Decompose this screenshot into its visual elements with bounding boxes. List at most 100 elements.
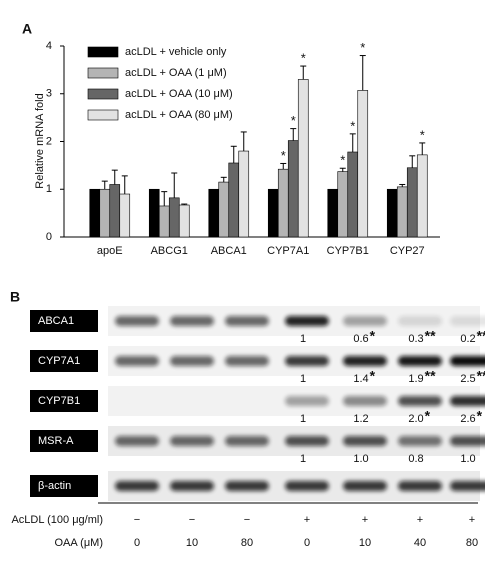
bar <box>148 188 160 238</box>
quantification: 1.2 <box>353 413 368 425</box>
bar <box>406 167 418 238</box>
condition-value: + <box>417 514 423 526</box>
significance: * <box>301 50 306 65</box>
quantification: 1.0 <box>353 453 368 465</box>
condition-value: 80 <box>241 537 253 549</box>
y-tick-label: 3 <box>46 88 52 100</box>
band <box>285 316 329 326</box>
quantification: 0.3 <box>408 333 423 345</box>
x-tick-label: CYP7B1 <box>327 245 369 257</box>
significance: * <box>477 408 483 424</box>
band <box>450 396 485 406</box>
bar <box>267 188 279 238</box>
significance: * <box>350 118 355 133</box>
row-label-box <box>30 390 98 412</box>
band <box>343 396 387 406</box>
legend-label: acLDL + OAA (10 μM) <box>125 88 233 100</box>
condition-value: 40 <box>414 537 426 549</box>
significance: ** <box>477 368 485 384</box>
y-tick-label: 4 <box>46 40 52 52</box>
row-label-box <box>30 475 98 497</box>
bar <box>178 204 190 238</box>
quantification: 0.2 <box>460 333 475 345</box>
band <box>170 436 214 446</box>
quantification: 2.0 <box>408 413 423 425</box>
band <box>398 396 442 406</box>
significance: * <box>340 153 345 168</box>
band <box>170 481 214 491</box>
row-label-box <box>30 350 98 372</box>
significance: * <box>370 368 376 384</box>
band <box>398 356 442 366</box>
significance: * <box>291 113 296 128</box>
quantification: 2.5 <box>460 373 475 385</box>
band <box>115 356 159 366</box>
condition-value: − <box>244 514 250 526</box>
bar <box>287 140 299 238</box>
condition-value: + <box>469 514 475 526</box>
row-label: ABCA1 <box>38 315 74 327</box>
legend-swatch <box>87 109 119 121</box>
bar <box>347 151 359 238</box>
bar <box>168 197 180 238</box>
quantification: 1 <box>300 413 306 425</box>
quantification: 1 <box>300 333 306 345</box>
band <box>115 316 159 326</box>
row-label: β-actin <box>38 480 71 492</box>
y-axis-label: Relative mRNA fold <box>34 93 46 188</box>
significance: ** <box>425 328 436 344</box>
condition-value: + <box>362 514 368 526</box>
bar <box>218 181 230 238</box>
condition-label: OAA (μM) <box>54 537 103 549</box>
legend-label: acLDL + vehicle only <box>125 46 227 58</box>
band <box>450 436 485 446</box>
legend-swatch <box>87 88 119 100</box>
condition-label: AcLDL (100 μg/ml) <box>11 514 103 526</box>
band <box>398 316 442 326</box>
legend-swatch <box>87 67 119 79</box>
quantification: 1 <box>300 373 306 385</box>
band <box>285 396 329 406</box>
bar <box>416 154 428 238</box>
bar <box>158 205 170 238</box>
legend-swatch <box>87 46 119 58</box>
legend-label: acLDL + OAA (1 μM) <box>125 67 227 79</box>
band <box>225 436 269 446</box>
band <box>450 316 485 326</box>
bar <box>396 186 408 238</box>
bar <box>386 188 398 238</box>
x-tick-label: apoE <box>97 245 123 257</box>
band <box>285 436 329 446</box>
significance: * <box>425 408 431 424</box>
row-label: MSR-A <box>38 435 74 447</box>
bar <box>327 188 339 238</box>
bar <box>119 193 131 238</box>
panel-label: A <box>22 21 32 37</box>
legend-label: acLDL + OAA (80 μM) <box>125 109 233 121</box>
band <box>343 436 387 446</box>
x-tick-label: CYP7A1 <box>267 245 309 257</box>
condition-value: − <box>189 514 195 526</box>
significance: ** <box>477 328 485 344</box>
bar <box>208 188 220 238</box>
y-tick-label: 0 <box>46 231 52 243</box>
bar <box>109 184 121 238</box>
significance: * <box>370 328 376 344</box>
condition-value: + <box>304 514 310 526</box>
significance: * <box>360 40 365 55</box>
band <box>115 481 159 491</box>
band <box>343 316 387 326</box>
bar <box>238 150 250 238</box>
row-label-box <box>30 310 98 332</box>
significance: * <box>420 127 425 142</box>
band <box>450 356 485 366</box>
quantification: 1.9 <box>408 373 423 385</box>
condition-value: 0 <box>134 537 140 549</box>
band <box>115 436 159 446</box>
band <box>398 436 442 446</box>
band <box>225 481 269 491</box>
band <box>170 316 214 326</box>
y-tick-label: 1 <box>46 183 52 195</box>
quantification: 1.0 <box>460 453 475 465</box>
condition-value: 0 <box>304 537 310 549</box>
